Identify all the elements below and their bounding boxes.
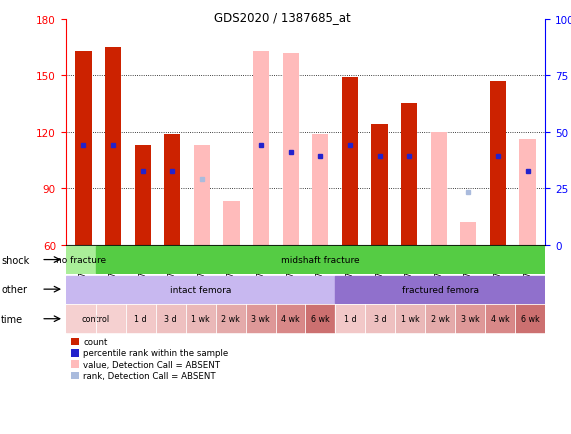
Bar <box>66 306 126 332</box>
Text: 1 wk: 1 wk <box>401 315 420 323</box>
Bar <box>455 306 485 332</box>
Bar <box>342 78 358 245</box>
Bar <box>312 134 328 245</box>
Bar <box>335 276 545 303</box>
Text: 3 d: 3 d <box>374 315 387 323</box>
Text: 2 wk: 2 wk <box>221 315 240 323</box>
Text: rank, Detection Call = ABSENT: rank, Detection Call = ABSENT <box>83 371 216 380</box>
Bar <box>335 306 365 332</box>
Text: value, Detection Call = ABSENT: value, Detection Call = ABSENT <box>83 360 220 369</box>
Text: 3 wk: 3 wk <box>251 315 270 323</box>
Text: 3 wk: 3 wk <box>461 315 480 323</box>
Text: 6 wk: 6 wk <box>311 315 330 323</box>
Bar <box>425 306 456 332</box>
Text: 2 wk: 2 wk <box>431 315 450 323</box>
Text: fractured femora: fractured femora <box>402 285 479 294</box>
Text: time: time <box>1 314 23 324</box>
Bar <box>490 82 506 245</box>
Bar <box>515 306 545 332</box>
Bar <box>395 306 425 332</box>
Text: intact femora: intact femora <box>170 285 231 294</box>
Bar <box>431 132 447 245</box>
Text: 4 wk: 4 wk <box>281 315 300 323</box>
Bar <box>401 104 417 245</box>
Bar <box>520 140 536 245</box>
Text: GDS2020 / 1387685_at: GDS2020 / 1387685_at <box>214 11 351 24</box>
Bar <box>223 202 240 245</box>
Bar <box>186 306 215 332</box>
Bar <box>216 306 246 332</box>
Text: midshaft fracture: midshaft fracture <box>281 256 360 264</box>
Bar <box>283 53 299 245</box>
Bar <box>75 52 91 245</box>
Bar <box>66 247 96 273</box>
Bar <box>194 145 210 245</box>
Bar <box>275 306 305 332</box>
Bar <box>365 306 395 332</box>
Text: shock: shock <box>1 255 29 265</box>
Text: no fracture: no fracture <box>55 256 106 264</box>
Bar <box>460 223 476 245</box>
Text: percentile rank within the sample: percentile rank within the sample <box>83 349 228 358</box>
Bar <box>485 306 515 332</box>
Bar <box>305 306 335 332</box>
Bar <box>164 134 180 245</box>
Bar <box>105 48 121 245</box>
Text: other: other <box>1 285 27 294</box>
Text: control: control <box>82 315 110 323</box>
Bar <box>155 306 186 332</box>
Text: 3 d: 3 d <box>164 315 177 323</box>
Text: count: count <box>83 337 108 346</box>
Bar <box>126 306 155 332</box>
Text: 1 d: 1 d <box>134 315 147 323</box>
Text: 6 wk: 6 wk <box>521 315 540 323</box>
Bar <box>246 306 275 332</box>
Text: 4 wk: 4 wk <box>491 315 510 323</box>
Bar <box>371 125 388 245</box>
Bar <box>135 145 151 245</box>
Text: 1 d: 1 d <box>344 315 357 323</box>
Bar <box>253 52 269 245</box>
Text: 1 wk: 1 wk <box>191 315 210 323</box>
Bar <box>66 276 335 303</box>
